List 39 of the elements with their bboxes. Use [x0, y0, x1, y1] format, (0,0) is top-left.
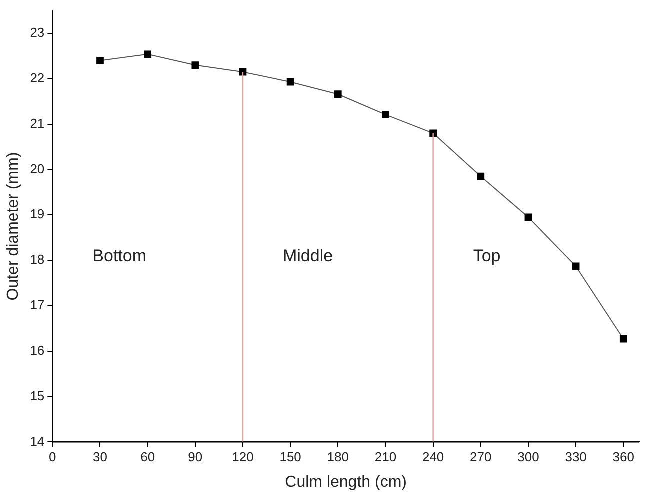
x-axis-title: Culm length (cm)	[285, 474, 407, 491]
x-tick-label: 90	[188, 450, 203, 465]
x-tick-label: 30	[93, 450, 108, 465]
annotation: Top	[473, 246, 501, 266]
y-tick-label: 20	[30, 161, 45, 176]
y-tick-label: 15	[30, 388, 45, 404]
point	[524, 214, 532, 222]
y-tick-label: 18	[30, 252, 45, 268]
x-tick-label: 270	[470, 450, 492, 465]
x-tick-label: 300	[518, 450, 540, 465]
point	[96, 57, 104, 64]
point	[620, 335, 628, 343]
point	[286, 78, 294, 86]
y-tick-label: 14	[30, 434, 45, 449]
y-tick-label: 23	[30, 25, 45, 40]
x-tick-label: 240	[422, 450, 444, 465]
x-tick-label: 0	[49, 450, 56, 465]
point	[334, 90, 342, 98]
y-tick-label: 19	[30, 206, 45, 222]
y-tick-label: 22	[30, 70, 45, 86]
y-axis-title: Outer diameter (mm)	[5, 152, 22, 301]
y-tick-label: 17	[30, 298, 45, 313]
x-tick-label: 60	[140, 450, 156, 465]
point	[144, 50, 152, 58]
point	[239, 68, 247, 76]
point	[572, 262, 580, 270]
x-tick-label: 330	[565, 450, 587, 465]
x-tick-label: 210	[374, 450, 397, 465]
y-tick-label: 21	[30, 116, 45, 131]
y-tick-label: 16	[30, 342, 45, 358]
x-tick-label: 360	[612, 450, 634, 465]
x-tick-label: 150	[280, 450, 302, 465]
annotation: Middle	[282, 246, 334, 266]
x-tick-label: 120	[232, 450, 254, 465]
x-tick-label: 180	[327, 450, 349, 465]
point	[192, 62, 200, 69]
point	[477, 172, 485, 180]
point	[382, 111, 390, 118]
annotation: Bottom	[92, 246, 147, 266]
